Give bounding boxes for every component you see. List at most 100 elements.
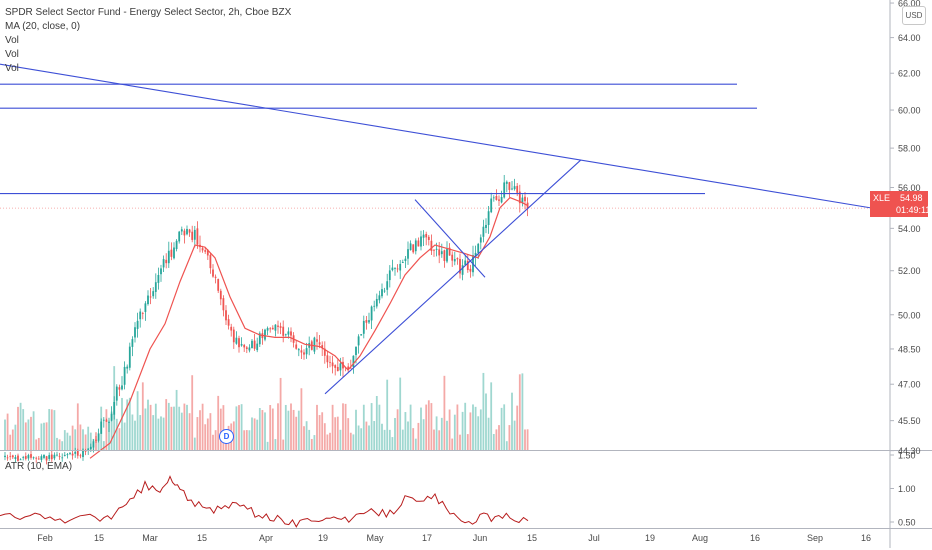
candle-body <box>295 344 298 349</box>
trendline-6 <box>414 199 486 278</box>
volume-bar <box>492 434 495 450</box>
x-tick-label: May <box>366 533 384 543</box>
legend-ma[interactable]: MA (20, close, 0) <box>5 21 81 32</box>
volume-bar <box>485 393 487 450</box>
atr-tick-labels: 1.50 1.00 0.50 <box>890 451 916 528</box>
volume-bar <box>355 409 357 450</box>
candle-body <box>50 454 53 460</box>
volume-bar <box>58 439 61 450</box>
volume-bar <box>336 416 339 450</box>
candle-body <box>256 343 259 351</box>
candle-body <box>323 348 326 356</box>
legend-vol-1[interactable]: Vol <box>5 35 19 46</box>
volume-bar <box>459 434 461 450</box>
volume-bar <box>17 406 19 450</box>
candle-body <box>14 457 17 459</box>
volume-bar <box>53 410 56 450</box>
volume-bar <box>339 429 342 450</box>
candle-body <box>6 457 9 459</box>
x-tick-label: Sep <box>807 533 823 543</box>
volume-bar <box>178 406 181 450</box>
dividend-marker[interactable]: D <box>219 429 234 444</box>
volume-bar <box>40 423 43 450</box>
legend-vol-3[interactable]: Vol <box>5 63 19 74</box>
volume-bar <box>253 418 256 450</box>
volume-bar <box>474 406 477 450</box>
volume-bar <box>323 423 326 450</box>
candle-body <box>115 386 118 401</box>
candle-body <box>165 259 168 264</box>
price-tick-label: 44.30 <box>898 446 921 456</box>
candle-body <box>128 346 131 368</box>
volume-bar <box>240 404 243 450</box>
candle-body <box>30 454 32 458</box>
volume-bar <box>204 424 207 450</box>
x-tick-label: 19 <box>318 533 328 543</box>
volume-bar <box>126 399 129 450</box>
candle-body <box>58 455 61 457</box>
candle-body <box>391 267 394 271</box>
candle-body <box>154 282 157 292</box>
volume-bar <box>352 434 355 450</box>
volume-bar <box>279 377 282 450</box>
price-tick-label: 50.00 <box>898 310 921 320</box>
candle-body <box>401 262 404 263</box>
legend-vol-2[interactable]: Vol <box>5 49 19 60</box>
x-tick-label: 16 <box>861 533 871 543</box>
volume-bar <box>76 403 79 450</box>
volume-bar <box>321 412 324 450</box>
volume-bar <box>308 429 311 450</box>
candle-body <box>274 324 277 331</box>
currency-button[interactable]: USD <box>902 6 926 25</box>
volume-bar <box>152 415 155 450</box>
candle-body <box>35 457 38 459</box>
volume-bar <box>157 418 160 450</box>
volume-bar <box>373 421 376 450</box>
trendline-4 <box>0 63 871 209</box>
candle-body <box>474 252 477 257</box>
candle-body <box>360 334 363 336</box>
candle-body <box>381 289 383 297</box>
candle-body <box>173 247 175 259</box>
volume-bar <box>219 408 222 450</box>
volume-bar <box>347 418 350 450</box>
volume-bar <box>89 432 92 450</box>
volume-bar <box>71 425 74 450</box>
candle-body <box>459 258 461 274</box>
candle-body <box>495 196 498 200</box>
volume-bar <box>199 410 201 450</box>
candle-body <box>76 450 79 456</box>
volume-bar <box>292 409 295 450</box>
volume-bar <box>482 372 485 450</box>
volume-bar <box>396 409 399 450</box>
candle-body <box>355 346 357 356</box>
candle-body <box>17 455 19 461</box>
candle-body <box>469 268 472 272</box>
candle-body <box>9 455 12 457</box>
candle-body <box>383 290 386 292</box>
volume-bar <box>167 402 170 450</box>
volume-bar <box>141 382 144 450</box>
candle-body <box>394 268 396 269</box>
volume-bar <box>193 437 196 450</box>
candle-body <box>126 366 129 369</box>
candle-body <box>282 326 285 336</box>
legend-title[interactable]: SPDR Select Sector Fund - Energy Select … <box>5 7 292 18</box>
candle-body <box>11 455 14 458</box>
candle-body <box>19 459 22 461</box>
candle-body <box>417 240 420 247</box>
candle-body <box>79 455 82 457</box>
atr-legend[interactable]: ATR (10, EMA) <box>5 461 73 472</box>
candle-body <box>427 236 430 241</box>
x-tick-label: 15 <box>197 533 207 543</box>
volume-bar <box>147 399 149 450</box>
volume-bar <box>329 432 331 450</box>
candle-body <box>100 421 103 434</box>
volume-bar <box>399 377 402 450</box>
candle-body <box>284 334 287 336</box>
volume-bar <box>97 439 100 450</box>
price-tick-label: 62.00 <box>898 69 921 79</box>
volume-bar <box>438 430 441 450</box>
